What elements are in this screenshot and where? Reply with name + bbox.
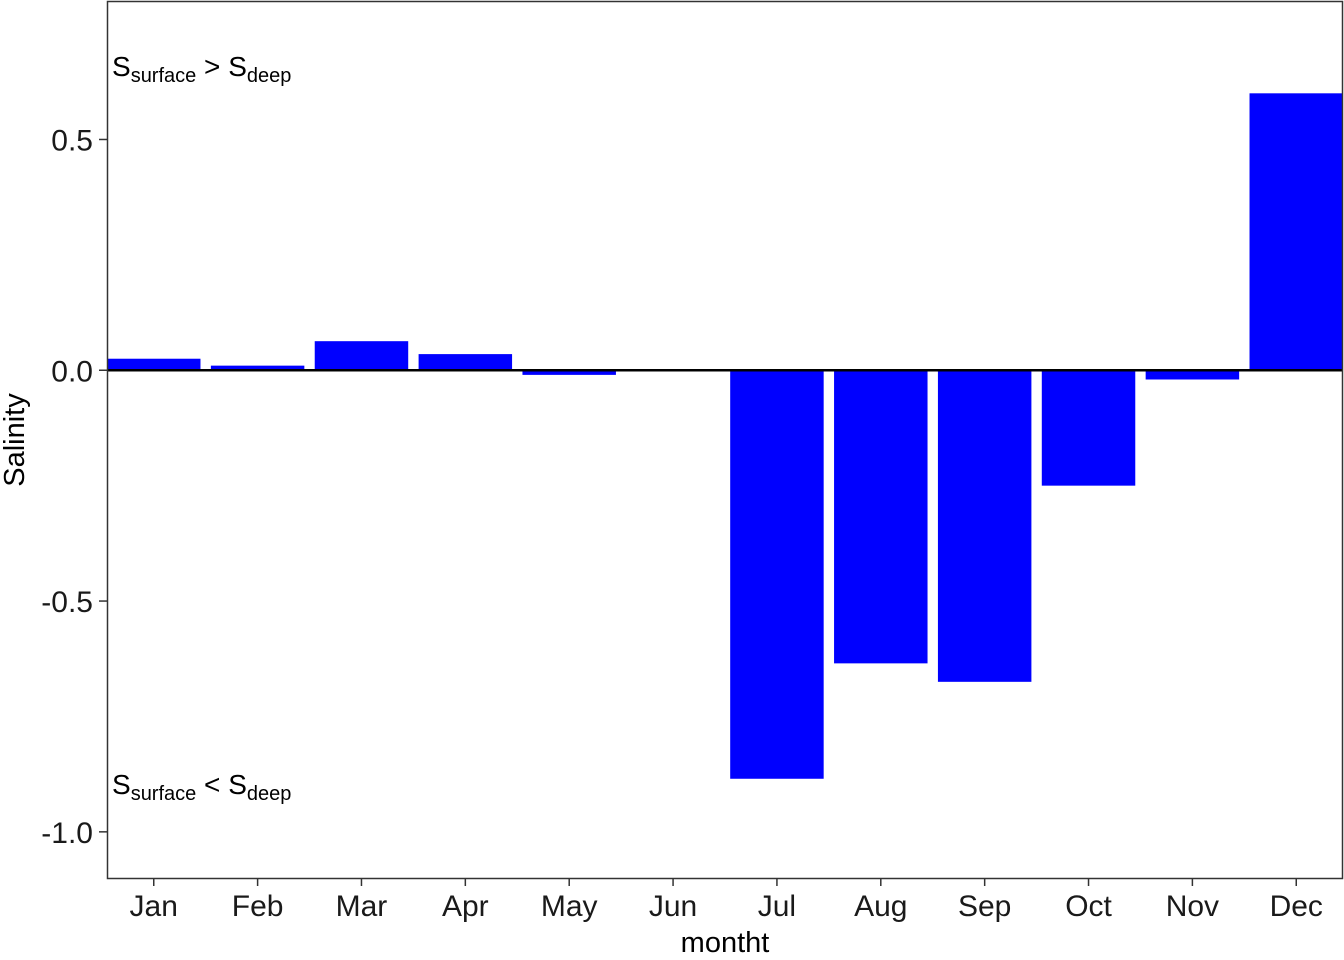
bar-mar xyxy=(314,341,409,371)
x-tick-label-sep: Sep xyxy=(958,890,1011,923)
x-tick-label-aug: Aug xyxy=(854,890,907,923)
y-axis: 0.5 0.0 -0.5 -1.0 xyxy=(41,124,107,850)
bar-oct xyxy=(1041,370,1136,486)
y-tick-label: 0.5 xyxy=(51,124,93,157)
x-tick-label-mar: Mar xyxy=(336,890,388,923)
y-tick-label: 0.0 xyxy=(51,355,93,388)
bar-apr xyxy=(418,354,513,371)
annotation-surface-greater-deep: Ssurface > Sdeep xyxy=(112,51,291,87)
x-tick-label-feb: Feb xyxy=(232,890,284,923)
bar-nov xyxy=(1145,370,1240,380)
x-tick-label-apr: Apr xyxy=(442,890,489,923)
plot-panel-border xyxy=(106,0,1344,880)
annotation-surface-less-deep: Ssurface < Sdeep xyxy=(112,769,291,805)
x-tick-label-dec: Dec xyxy=(1270,890,1323,923)
x-tick-label-oct: Oct xyxy=(1065,890,1112,923)
bar-aug xyxy=(834,370,928,664)
bar-may xyxy=(522,370,616,375)
x-tick-label-jul: Jul xyxy=(758,890,796,923)
bar-dec xyxy=(1249,93,1343,371)
x-tick-label-jun: Jun xyxy=(649,890,697,923)
x-tick-label-nov: Nov xyxy=(1166,890,1219,923)
y-axis-title: Salinity xyxy=(0,393,31,487)
bar-jan xyxy=(107,358,201,371)
bar-jul xyxy=(730,370,824,779)
y-tick-label: -0.5 xyxy=(41,586,93,619)
x-tick-label-jan: Jan xyxy=(130,890,178,923)
x-axis: Jan Feb Mar Apr May Jun Jul Aug Sep Oct Nov Dec xyxy=(130,878,1323,923)
bar-feb xyxy=(210,365,305,371)
x-tick-label-may: May xyxy=(541,890,598,923)
y-tick-label: -1.0 xyxy=(41,817,93,850)
bar-sep xyxy=(937,370,1032,682)
bars xyxy=(107,93,1343,779)
x-axis-title: montht xyxy=(681,927,770,959)
